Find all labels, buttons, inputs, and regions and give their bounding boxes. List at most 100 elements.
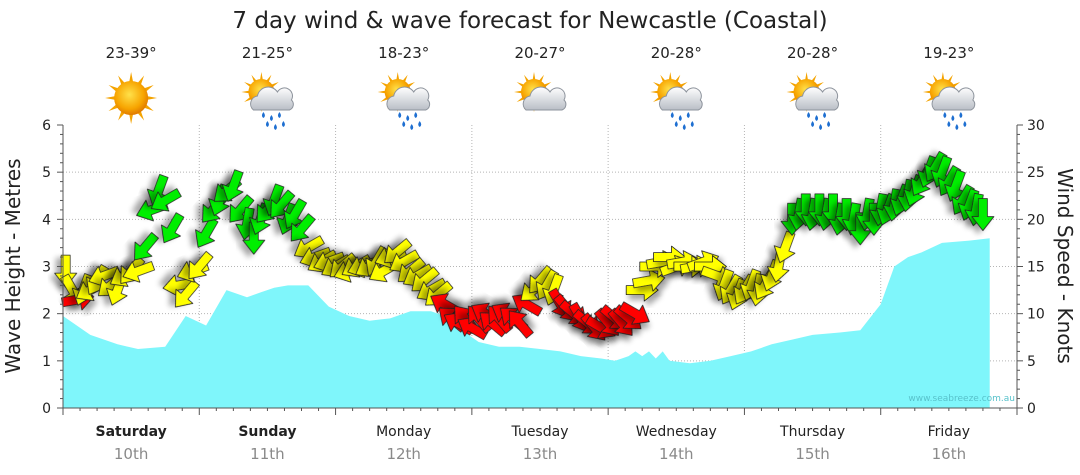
rain-drop xyxy=(277,112,281,118)
rain-drop xyxy=(690,121,694,127)
day-date-label: 11th xyxy=(250,445,284,463)
sun-ray xyxy=(811,74,817,83)
sun-disc xyxy=(114,81,149,115)
cloud-shape xyxy=(795,86,839,111)
wind-arrow xyxy=(221,169,244,202)
wind-arrow xyxy=(290,213,316,242)
cloud-shape xyxy=(250,86,294,111)
wind-arrow xyxy=(229,194,255,223)
sun-cloud-rain-icon xyxy=(241,72,294,130)
sun-ray xyxy=(108,104,119,111)
rain-drop xyxy=(947,121,951,127)
sun-ray xyxy=(524,74,530,83)
wind-arrow xyxy=(150,188,182,212)
sun-ray xyxy=(816,82,824,88)
rain-drop xyxy=(265,121,269,127)
day-name-label: Friday xyxy=(928,424,970,440)
left-tick-label: 2 xyxy=(42,307,51,323)
left-tick-label: 3 xyxy=(42,260,51,276)
sun-ray xyxy=(947,74,953,83)
day-date-label: 10th xyxy=(114,445,148,463)
sun-ray xyxy=(251,74,257,83)
sun-ray xyxy=(241,90,250,94)
rain-drop xyxy=(811,121,815,127)
wind-arrow xyxy=(175,279,200,308)
sun-ray xyxy=(105,96,116,100)
day-name-label: Thursday xyxy=(779,424,845,440)
day-date-label: 12th xyxy=(386,445,420,463)
cloud-shape xyxy=(522,86,567,111)
wind-arrow xyxy=(242,221,266,255)
temperature-range-label: 20-28° xyxy=(651,44,702,62)
right-tick-label: 15 xyxy=(1027,260,1045,276)
left-tick-label: 6 xyxy=(42,118,51,134)
sun-cloud-rain-icon xyxy=(786,72,839,130)
weather-icons xyxy=(105,72,976,130)
rain-drop xyxy=(406,115,410,121)
wind-arrow xyxy=(161,212,185,244)
rain-drop xyxy=(959,112,963,118)
left-tick-label: 4 xyxy=(42,212,51,228)
sun-ray xyxy=(137,75,145,86)
sun-ray xyxy=(118,110,125,121)
day-date-label: 14th xyxy=(659,445,693,463)
rain-drop xyxy=(670,112,674,118)
rain-drop xyxy=(418,121,422,127)
left-tick-label: 1 xyxy=(42,354,51,370)
day-date-label: 13th xyxy=(523,445,557,463)
sun-ray xyxy=(118,75,125,86)
chart-title: 7 day wind & wave forecast for Newcastle… xyxy=(232,8,827,34)
sun-ray xyxy=(260,72,263,81)
wind-arrow-layer xyxy=(54,150,995,341)
rain-drop xyxy=(819,124,823,130)
right-axis-label: Wind Speed - Knots xyxy=(1053,168,1077,364)
rain-drop xyxy=(410,124,414,130)
wind-arrow xyxy=(283,198,307,229)
day-name-label: Saturday xyxy=(96,424,167,440)
cloud-shape xyxy=(658,86,703,111)
sun-ray xyxy=(143,85,154,92)
right-tick-label: 30 xyxy=(1027,118,1045,134)
sun-ray xyxy=(514,90,523,94)
sun-ray xyxy=(244,96,252,102)
rain-drop xyxy=(943,112,947,118)
rain-drop xyxy=(674,121,678,127)
watermark: www.seabreeze.com.au xyxy=(908,394,1015,404)
rain-drop xyxy=(823,112,827,118)
day-date-label: 16th xyxy=(932,445,966,463)
rain-drop xyxy=(281,121,285,127)
rain-drop xyxy=(269,115,273,121)
day-labels: Saturday 10th 23-39° Sunday 11th 21-25° Monday… xyxy=(96,44,975,463)
sun-cloud-rain-icon xyxy=(377,72,431,130)
sun-ray xyxy=(143,104,154,111)
partly-cloudy-icon xyxy=(514,72,567,112)
rain-drop xyxy=(963,121,967,127)
sun-ray xyxy=(679,82,688,88)
axes xyxy=(57,124,1023,415)
left-axis-label: Wave Height - Metres xyxy=(1,158,25,373)
sun-ray xyxy=(129,72,134,83)
wind-arrow xyxy=(848,212,872,246)
rain-drop xyxy=(955,124,959,130)
rain-drop xyxy=(261,112,265,118)
sun-ray xyxy=(675,74,681,83)
right-tick-label: 10 xyxy=(1027,307,1045,323)
right-tick-labels: 0 5 10 15 20 25 30 xyxy=(1027,118,1045,417)
temperature-range-label: 23-39° xyxy=(106,44,157,62)
rain-drop xyxy=(678,115,682,121)
rain-drop xyxy=(402,121,406,127)
sun-ray xyxy=(805,72,808,81)
day-date-label: 15th xyxy=(795,445,829,463)
wind-arrow xyxy=(944,169,966,202)
wind-arrow xyxy=(122,261,155,283)
left-tick-label: 5 xyxy=(42,165,51,181)
sun-ray xyxy=(137,110,145,121)
sun-ray xyxy=(668,72,672,81)
right-tick-label: 25 xyxy=(1027,165,1045,181)
wind-arrow xyxy=(773,230,796,264)
rain-drop xyxy=(815,115,819,121)
day-name-label: Tuesday xyxy=(511,424,569,440)
sun-cloud-rain-icon xyxy=(650,72,703,130)
temperature-range-label: 20-27° xyxy=(514,44,565,62)
